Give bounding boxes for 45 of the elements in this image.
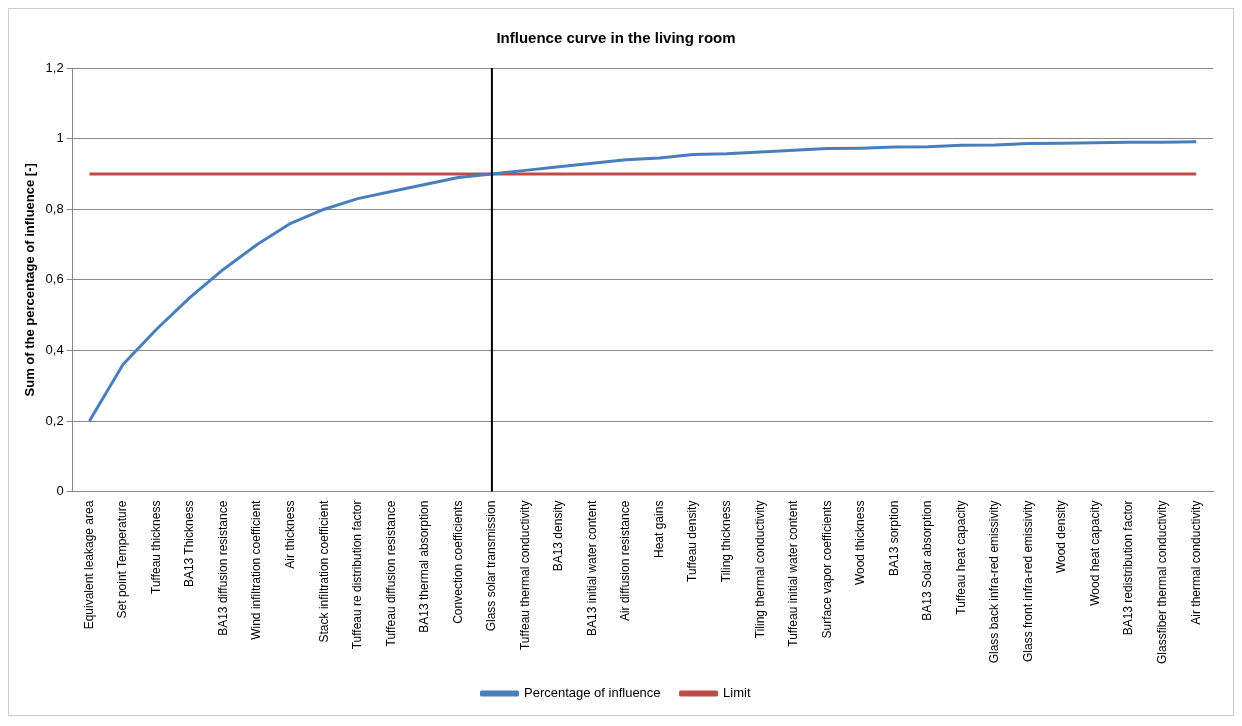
x-tick-label: Tuffeau thickness xyxy=(148,500,163,594)
x-tick-label: Glassfiber thermal conductivity xyxy=(1155,500,1169,665)
x-tick-label: Stack infiltration coefficient xyxy=(316,499,331,643)
x-tick-label: Tiling thermal conductivity xyxy=(752,500,767,639)
x-tick-label: Tiling thickness xyxy=(719,500,733,583)
x-tick-label: BA13 thermal absorption xyxy=(417,500,432,633)
x-tick-label: BA13 initial water content xyxy=(584,499,599,637)
legend-label: Percentage of influence xyxy=(523,685,661,701)
x-tick-label: Surface vapor coefficients xyxy=(819,500,834,639)
chart-title: Influence curve in the living room xyxy=(496,29,736,47)
x-tick-label: Tuffeau heat capacity xyxy=(953,500,968,615)
x-tick-label: BA13 Solar absorption xyxy=(920,500,935,621)
x-tick-label: Tuffeau re distribution factor xyxy=(350,500,365,650)
x-tick-label: Equivalent leakage area xyxy=(81,500,96,630)
y-tick-label: 0,4 xyxy=(45,341,64,357)
x-tick-label: Wood heat capacity xyxy=(1087,500,1102,606)
x-tick-label: BA13 density xyxy=(551,500,566,572)
x-tick-label: BA13 Thickness xyxy=(182,500,197,588)
y-tick-label: 0,2 xyxy=(45,412,64,428)
x-tick-label: Tuffeau diffusion resistance xyxy=(383,500,398,647)
x-tick-label: Air diffusion resistance xyxy=(618,500,633,622)
x-tick-label: Air thermal conductivity xyxy=(1188,500,1203,625)
y-tick-label: 0,6 xyxy=(45,271,64,287)
x-tick-label: Air thickness xyxy=(282,500,297,569)
legend-label: Limit xyxy=(723,685,751,701)
x-tick-label: Wood density xyxy=(1054,500,1069,574)
y-tick-label: 1,2 xyxy=(45,59,64,75)
x-tick-label: BA13 sorption xyxy=(886,500,901,576)
x-tick-label: Glass solar transmission xyxy=(484,500,499,632)
x-tick-label: Tuffeau initial water content xyxy=(786,499,801,647)
x-tick-label: Set point Temperature xyxy=(115,500,130,619)
y-axis-title: Sum of the percentage of influence [-] xyxy=(22,163,38,397)
y-tick-label: 0 xyxy=(56,483,64,499)
x-tick-label: Tuffeau thermal conductivity xyxy=(517,500,532,651)
y-tick-label: 1 xyxy=(56,130,64,146)
x-tick-label: BA13 redistribution factor xyxy=(1121,500,1136,636)
x-tick-label: Convection coefficients xyxy=(450,500,465,624)
x-tick-label: Glass back infra-red emissivity xyxy=(987,500,1002,664)
x-tick-label: BA13 diffusion resistance xyxy=(215,500,230,636)
x-tick-label: Tuffeau density xyxy=(685,500,700,582)
x-tick-label: Wind infiltration coefficient xyxy=(249,499,264,640)
y-tick-label: 0,8 xyxy=(45,200,64,216)
x-tick-label: Heat gains xyxy=(651,500,666,558)
x-tick-label: Glass front infra-red emissivity xyxy=(1020,500,1035,662)
x-tick-label: Wood thickness xyxy=(853,500,868,586)
